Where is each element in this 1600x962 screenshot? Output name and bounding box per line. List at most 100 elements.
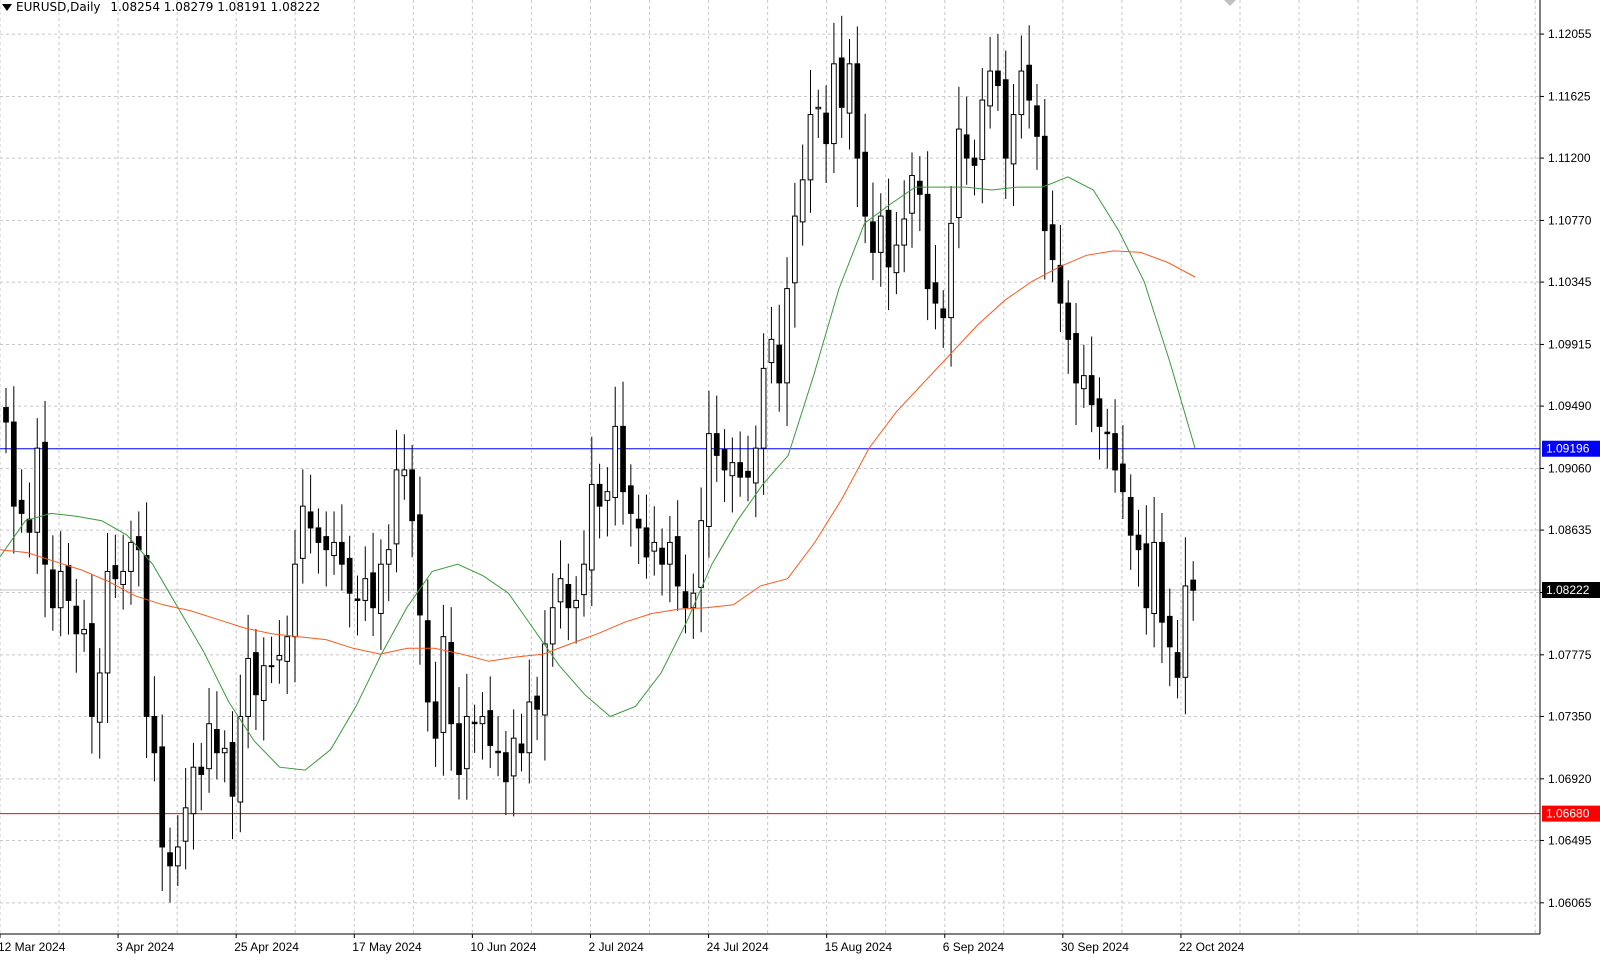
ma-fast-line: [0, 176, 1196, 771]
candle: [682, 554, 689, 634]
current-price-label: 1.08222: [1546, 583, 1590, 597]
candle-body-bearish: [50, 569, 56, 609]
candle: [424, 579, 431, 732]
candle: [667, 515, 673, 603]
candle-body-bullish: [846, 63, 853, 114]
candle: [1127, 474, 1134, 570]
candle-body-bearish: [1034, 105, 1040, 137]
date-tick-label: 15 Aug 2024: [825, 940, 893, 954]
candle: [799, 144, 806, 246]
candle-body-bearish: [253, 652, 259, 696]
price-tick-label: 1.08635: [1548, 523, 1592, 537]
candle-body-bearish: [143, 554, 150, 717]
current-price-tag: 1.08222: [1542, 581, 1600, 598]
candle-body-bearish: [682, 591, 689, 609]
candle: [807, 69, 814, 213]
candle: [448, 607, 455, 771]
date-tick-label: 10 Jun 2024: [470, 940, 536, 954]
candle-body-bearish: [424, 620, 431, 703]
price-tick-label: 1.06065: [1548, 896, 1592, 910]
candle: [729, 437, 736, 513]
candle-body-bullish: [956, 128, 962, 219]
candle: [174, 815, 181, 887]
candle-body-bearish: [18, 499, 25, 514]
candle: [979, 67, 986, 204]
candle: [159, 714, 166, 891]
candle-body-bullish: [651, 541, 658, 552]
candle-body-bullish: [385, 549, 392, 565]
candle-body-bullish: [1151, 541, 1157, 614]
moving-averages: [0, 176, 1196, 771]
candle: [901, 180, 908, 273]
candle-body-bullish: [948, 222, 954, 319]
candle: [752, 425, 759, 518]
candle: [206, 687, 212, 793]
current-price-bg: [1542, 581, 1600, 598]
candle: [721, 429, 728, 502]
candle-body-bearish: [456, 723, 462, 775]
candle-body-bearish: [518, 743, 525, 754]
hline-tag-label: 1.06680: [1546, 807, 1590, 821]
candle-body-bullish: [104, 570, 111, 674]
candle: [1112, 399, 1118, 493]
collapse-triangle-icon[interactable]: [2, 3, 12, 11]
candle: [698, 487, 704, 633]
candle: [557, 540, 564, 629]
candle-body-bearish: [346, 557, 353, 594]
candle: [627, 464, 634, 547]
date-tick-label: 6 Sep 2024: [943, 940, 1005, 954]
candle-body-bullish: [581, 563, 587, 596]
price-tick-label: 1.11625: [1548, 89, 1591, 103]
candle: [518, 713, 525, 772]
candle-body-bearish: [776, 344, 783, 384]
hline-tag-bg: [1542, 440, 1600, 457]
candle: [432, 661, 439, 767]
candle-body-bearish: [924, 193, 931, 290]
candle-body-bearish: [963, 134, 970, 159]
candle-body-bearish: [65, 565, 72, 601]
candle: [573, 576, 580, 644]
candle: [323, 511, 330, 587]
candle-body-bullish: [81, 628, 87, 635]
candle: [831, 22, 837, 173]
chart-shift-marker[interactable]: [1224, 0, 1236, 6]
candle-body-bullish: [542, 643, 548, 716]
candle-body-bullish: [573, 599, 580, 609]
horizontal-lines[interactable]: [0, 448, 1540, 815]
candle: [612, 386, 619, 526]
candle-body-bullish: [893, 244, 900, 274]
candle: [760, 333, 767, 495]
candle: [190, 742, 197, 850]
candle-body-bullish: [260, 665, 267, 702]
hline-tag-bg: [1542, 805, 1600, 822]
hline-price-tag: 1.06680: [1542, 805, 1600, 822]
candle-body-bullish: [987, 70, 993, 107]
candle: [784, 257, 790, 427]
candle-body-bearish: [916, 180, 923, 195]
candle: [370, 532, 376, 637]
candle-body-bearish: [503, 752, 509, 783]
date-tick-label: 17 May 2024: [352, 940, 422, 954]
candle-body-bullish: [245, 657, 251, 717]
candle: [846, 39, 853, 150]
candle-body-bearish: [745, 470, 751, 478]
candle-body-bullish: [1018, 70, 1025, 116]
candle-body-bullish: [792, 215, 798, 284]
price-tick-label: 1.10345: [1548, 275, 1592, 289]
candle-body-bearish: [89, 623, 95, 717]
candle-body-bearish: [885, 209, 892, 268]
candle-body-bearish: [635, 518, 642, 529]
candle-body-bearish: [1026, 64, 1033, 101]
candle: [284, 615, 291, 695]
candle: [1135, 509, 1142, 587]
candle: [229, 711, 236, 840]
candle: [1143, 505, 1150, 635]
candle-body-bullish: [768, 338, 775, 364]
candle: [456, 687, 462, 800]
candle: [674, 500, 681, 611]
candle-body-bullish: [120, 570, 127, 585]
candle: [3, 387, 9, 454]
candle-body-bearish: [339, 541, 345, 565]
